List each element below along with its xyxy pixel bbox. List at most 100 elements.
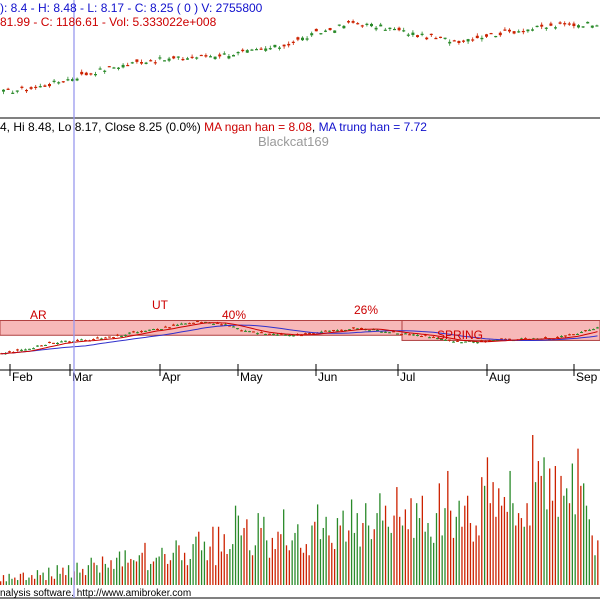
volume-bar — [16, 580, 19, 585]
index-candle-body — [324, 30, 327, 32]
volume-bar — [127, 562, 129, 585]
index-candle-body — [130, 62, 134, 64]
price-candle-body — [300, 335, 303, 337]
volume-bar — [588, 519, 590, 585]
price-candle-body — [196, 320, 199, 322]
index-candle-body — [48, 84, 51, 87]
index-candle-body — [236, 52, 240, 54]
index-candle-body — [512, 31, 516, 34]
volume-bar — [220, 551, 223, 585]
price-candle-body — [288, 335, 291, 337]
index-candle-body — [457, 40, 461, 43]
index-candle-body — [282, 44, 286, 47]
index-candle-body — [337, 24, 341, 26]
index-candle-body — [204, 55, 208, 57]
volume-bar — [246, 519, 248, 585]
volume-bar — [166, 563, 169, 585]
volume-bar — [183, 552, 186, 585]
volume-bar — [0, 581, 2, 585]
volume-bar — [466, 495, 469, 585]
index-candle-body — [232, 54, 235, 57]
index-candle-body — [452, 40, 456, 42]
index-candle-body — [255, 49, 258, 51]
volume-bar — [206, 560, 208, 585]
price-candle-body — [244, 330, 247, 332]
volume-bar — [365, 503, 367, 585]
index-candle-body — [475, 35, 479, 39]
volume-bar — [546, 509, 548, 585]
volume-bar — [257, 513, 259, 585]
price-candle-body — [8, 351, 11, 353]
index-ohlc-line: ): 8.4 - H: 8.48 - L: 8.17 - C: 8.25 ( 0… — [0, 1, 263, 15]
volume-bar — [172, 552, 174, 585]
volume-bar — [251, 555, 254, 585]
price-candle-body — [444, 339, 447, 341]
volume-bar — [517, 513, 520, 585]
volume-bar — [178, 545, 180, 585]
price-candle-body — [368, 330, 371, 332]
price-candle-body — [212, 323, 215, 325]
price-candle-body — [376, 329, 379, 331]
index-candle-body — [462, 40, 465, 42]
price-candle-body — [436, 338, 439, 340]
index-candle-body — [268, 48, 272, 50]
price-candle-body — [156, 328, 159, 330]
volume-bar — [198, 531, 200, 585]
volume-bar — [67, 565, 70, 585]
price-candle-body — [200, 322, 203, 324]
index-candle-body — [144, 62, 148, 64]
price-candle-body — [404, 333, 407, 335]
volume-bar — [580, 485, 582, 585]
index-candle-body — [314, 28, 318, 32]
index-candle-body — [158, 57, 162, 59]
volume-bar — [158, 556, 160, 585]
volume-bar — [62, 567, 64, 585]
price-candle-body — [384, 331, 387, 333]
index-candle-body — [11, 92, 15, 94]
price-candle-body — [408, 334, 411, 336]
volume-bar — [25, 580, 27, 585]
price-candle-body — [332, 329, 335, 331]
volume-bar — [217, 526, 220, 585]
index-candle-body — [117, 67, 120, 69]
price-candle-body — [236, 328, 239, 330]
volume-bar — [274, 549, 276, 585]
index-candle-body — [103, 70, 107, 72]
ma-mid-line — [1, 324, 598, 355]
index-candle-body — [61, 81, 65, 83]
price-candle-body — [264, 334, 267, 336]
price-candle-body — [592, 329, 595, 331]
price-candle-body — [160, 329, 163, 331]
annotation-26pct: 26% — [354, 303, 378, 317]
price-candle-body — [220, 324, 223, 326]
price-candle-body — [240, 330, 243, 332]
price-candle-body — [276, 334, 279, 336]
index-candle-body — [245, 50, 249, 53]
volume-bar — [101, 556, 104, 585]
price-candle-body — [472, 341, 475, 343]
price-candle-body — [28, 348, 31, 350]
index-candle-body — [218, 54, 222, 57]
volume-bar — [498, 488, 500, 585]
price-candle-body — [432, 336, 435, 338]
price-candle-body — [20, 349, 23, 351]
volume-bar — [133, 560, 135, 585]
price-candle-body — [424, 334, 427, 336]
index-candle-body — [420, 33, 424, 35]
index-candle-body — [301, 37, 304, 41]
price-candle-body — [84, 340, 87, 342]
price-candle-body — [172, 324, 175, 326]
range-boxes — [0, 319, 600, 341]
volume-bar — [200, 550, 203, 585]
price-candle-body — [144, 330, 147, 332]
volume-bar — [130, 558, 132, 585]
volume-bar — [557, 516, 559, 585]
volume-bar — [50, 576, 53, 585]
volume-bar — [585, 505, 588, 585]
volume-bar — [325, 516, 327, 585]
volume-bar — [472, 541, 474, 585]
volume-bar — [362, 523, 364, 585]
volume-bar — [461, 526, 463, 585]
